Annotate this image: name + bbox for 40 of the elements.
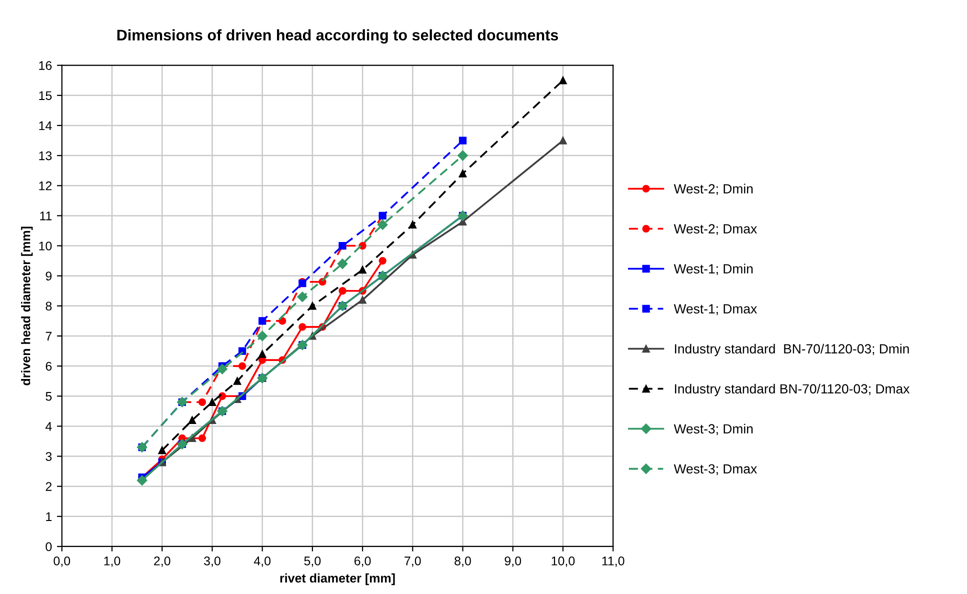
y-tick-label: 12 bbox=[39, 181, 52, 190]
x-axis-title: rivet diameter [mm] bbox=[280, 573, 395, 586]
y-tick-label: 1 bbox=[46, 512, 52, 521]
y-tick-label: 16 bbox=[39, 61, 52, 70]
legend-label: West-1; Dmin bbox=[674, 264, 753, 276]
legend-label: West-2; Dmax bbox=[674, 224, 757, 236]
y-axis-title: driven head diameter [mm] bbox=[21, 226, 33, 386]
y-tick-label: 14 bbox=[39, 121, 52, 130]
x-tick-label: 5,0 bbox=[304, 556, 321, 567]
y-tick-label: 0 bbox=[46, 542, 52, 552]
x-tick-label: 9,0 bbox=[504, 556, 522, 567]
x-tick-label: 7,0 bbox=[404, 556, 421, 567]
y-tick-label: 13 bbox=[39, 151, 52, 160]
x-tick-label: 10,0 bbox=[552, 556, 575, 567]
chart-title: Dimensions of driven head according to selected documents bbox=[117, 29, 558, 44]
y-tick-label: 5 bbox=[46, 392, 52, 401]
y-tick-label: 4 bbox=[46, 422, 52, 431]
y-tick-label: 2 bbox=[46, 482, 52, 491]
legend-label: Industry standard BN-70/1120-03; Dmin bbox=[674, 344, 909, 356]
y-tick-label: 6 bbox=[46, 362, 52, 371]
legend-label: West-2; Dmin bbox=[674, 184, 753, 196]
x-tick-label: 3,0 bbox=[204, 556, 220, 567]
x-tick-label: 4,0 bbox=[254, 556, 271, 567]
x-tick-label: 2,0 bbox=[154, 556, 170, 567]
y-tick-label: 15 bbox=[39, 91, 52, 100]
legend-label: West-1; Dmax bbox=[674, 304, 757, 316]
y-tick-label: 9 bbox=[46, 272, 52, 280]
legend-label: West-3; Dmax bbox=[674, 464, 757, 476]
x-tick-label: 6,0 bbox=[354, 556, 371, 567]
y-tick-label: 7 bbox=[46, 332, 52, 341]
legend-label: West-3; Dmin bbox=[674, 424, 753, 436]
y-tick-label: 11 bbox=[40, 212, 52, 220]
y-tick-label: 3 bbox=[46, 452, 52, 461]
y-tick-label: 10 bbox=[39, 242, 52, 250]
x-tick-label: 1,0 bbox=[104, 556, 120, 567]
x-tick-label: 11,0 bbox=[602, 556, 624, 567]
legend-label: Industry standard BN-70/1120-03; Dmax bbox=[674, 384, 910, 396]
x-tick-label: 0,0 bbox=[54, 556, 70, 567]
y-tick-label: 8 bbox=[46, 302, 52, 311]
x-tick-label: 8,0 bbox=[454, 556, 471, 567]
